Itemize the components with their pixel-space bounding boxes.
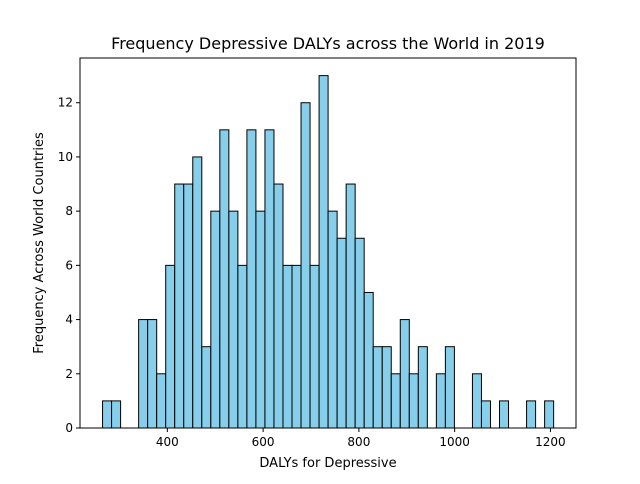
histogram-bar [201,346,212,429]
y-tick-label: 4 [65,313,73,327]
histogram-bar [156,373,167,429]
histogram-bar [309,264,320,429]
histogram-bar [228,210,239,429]
histogram-bar [381,346,392,429]
histogram-bar [363,291,374,429]
y-tick-label: 8 [65,204,73,218]
histogram-bar [544,400,555,429]
x-tick-label: 600 [252,435,275,449]
histogram-bar [237,264,248,429]
histogram-bar [255,210,266,429]
x-tick-label: 800 [347,435,370,449]
y-axis-label: Frequency Across World Countries [32,132,47,354]
histogram-bar [219,129,230,429]
y-tick-label: 6 [65,258,73,272]
histogram-bar [480,400,491,429]
histogram-bar [408,373,419,429]
histogram-bar [102,400,113,429]
histogram-bar [174,183,185,429]
histogram-bar [390,373,401,429]
x-tick-label: 400 [156,435,179,449]
x-axis-label: DALYs for Depressive [259,456,396,471]
histogram-bar [345,183,356,429]
histogram-bar [417,346,428,429]
histogram-bar [372,346,383,429]
plot-frame [79,57,577,429]
histogram-bar [246,129,257,429]
histogram-bar [111,400,122,429]
histogram-bar [147,319,158,429]
y-tick-label: 0 [65,421,73,435]
x-tick-label: 1200 [535,435,566,449]
histogram-bar [183,183,194,429]
histogram-bar [526,400,537,429]
histogram-bar [210,210,221,429]
histogram-bar [435,373,446,429]
histogram-bar [354,237,365,429]
x-axis-ticks: 400 600 800 1000 1200 [156,428,566,449]
histogram-bar [291,264,302,429]
y-tick-label: 2 [65,367,73,381]
histogram-bar [444,346,455,429]
histogram-bar [138,319,149,429]
histogram-bar [300,102,311,429]
histogram-bar [336,237,347,429]
y-tick-label: 10 [58,150,73,164]
y-tick-label: 12 [58,96,73,110]
histogram-bar [264,129,275,429]
chart-title: Frequency Depressive DALYs across the Wo… [111,34,545,53]
histogram-bar [499,400,510,429]
histogram-bar [327,210,338,429]
histogram-bar [192,156,203,429]
histogram-bar [318,75,329,429]
histogram-bar [273,183,284,429]
histogram-bar [399,319,410,429]
y-axis-ticks: 0 2 4 6 8 10 12 [58,96,80,435]
histogram-bar [282,264,293,429]
x-tick-label: 1000 [439,435,470,449]
histogram-bar [471,373,482,429]
histogram-bar [165,264,176,429]
